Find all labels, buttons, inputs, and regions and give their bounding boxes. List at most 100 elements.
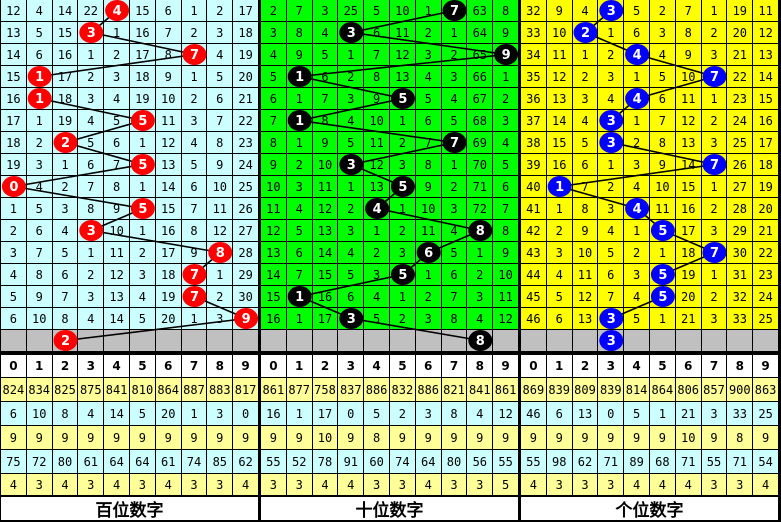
grid-cell: 3 bbox=[338, 220, 364, 241]
grid-cell: 3 bbox=[207, 22, 233, 43]
stat-cell: 3 bbox=[130, 474, 155, 495]
grid-cell: 5 bbox=[572, 132, 598, 153]
grid-cell: 43 bbox=[521, 242, 546, 263]
grid-cell: 4 bbox=[441, 220, 467, 241]
grid-cell: 11 bbox=[650, 198, 675, 219]
ball-digit: 3 bbox=[87, 224, 96, 239]
grid-cell: 19 bbox=[155, 286, 181, 307]
grid-cell: 6 bbox=[26, 44, 52, 65]
grid-cell: 8 bbox=[78, 198, 104, 219]
grid-cell: 14 bbox=[753, 66, 778, 87]
stat-cell: 861 bbox=[261, 378, 286, 401]
grid-cell: 27 bbox=[727, 176, 753, 197]
grid-cell: 1 bbox=[441, 154, 467, 175]
grid-cell: 11 bbox=[675, 88, 701, 109]
digit-header: 4 bbox=[624, 355, 649, 377]
grid-cell: 4 bbox=[624, 176, 649, 197]
ball-digit: 3 bbox=[87, 26, 96, 41]
forecast-cell bbox=[155, 330, 181, 351]
grid-cell: 1 bbox=[572, 44, 598, 65]
digit-header: 1 bbox=[286, 355, 312, 377]
grid-cell: 21 bbox=[233, 88, 258, 109]
grid-cell: 12 bbox=[312, 198, 338, 219]
grid-cell: 1 bbox=[701, 0, 727, 21]
ball-digit: 3 bbox=[607, 114, 616, 129]
grid-cell: 16 bbox=[753, 110, 778, 131]
stat-cell: 91 bbox=[338, 450, 364, 473]
stat-cell: 817 bbox=[233, 378, 258, 401]
digit-header: 3 bbox=[338, 355, 364, 377]
stat-cell: 900 bbox=[727, 378, 753, 401]
grid-cell: 6 bbox=[312, 66, 338, 87]
trend-line bbox=[351, 31, 507, 56]
grid-cell: 3 bbox=[701, 132, 727, 153]
forecast-cell bbox=[753, 330, 778, 351]
grid-cell: 9 bbox=[572, 220, 598, 241]
grid-cell: 1 bbox=[650, 242, 675, 263]
stat-cell: 3 bbox=[598, 474, 624, 495]
grid-cell: 1 bbox=[181, 0, 207, 21]
ball-digit: 7 bbox=[710, 158, 719, 173]
draw-ball: 5 bbox=[650, 220, 675, 241]
grid-cell: 1 bbox=[441, 22, 467, 43]
ball-shape bbox=[287, 66, 312, 87]
grid-cell: 10 bbox=[26, 308, 52, 329]
ball-shape bbox=[468, 220, 493, 241]
grid-cell: 1 bbox=[390, 286, 415, 307]
grid-cell: 17 bbox=[130, 44, 155, 65]
digit-header: 9 bbox=[233, 355, 258, 377]
stat-cell: 12 bbox=[493, 402, 518, 425]
grid-cell: 3 bbox=[415, 308, 441, 329]
stat-cell: 3 bbox=[207, 402, 233, 425]
ball-shape bbox=[287, 286, 312, 307]
digit-header: 8 bbox=[207, 355, 233, 377]
ball-digit: 8 bbox=[476, 224, 485, 239]
grid-cell: 1 bbox=[338, 176, 364, 197]
grid-cell: 7 bbox=[207, 110, 233, 131]
trend-line bbox=[91, 229, 221, 254]
digit-header: 5 bbox=[130, 355, 155, 377]
forecast-cell bbox=[233, 330, 258, 351]
grid-cell: 12 bbox=[364, 154, 389, 175]
grid-cell: 4 bbox=[598, 88, 624, 109]
stat-cell: 1 bbox=[286, 402, 312, 425]
grid-cell: 3 bbox=[701, 220, 727, 241]
digit-header: 4 bbox=[104, 355, 129, 377]
grid-cell: 9 bbox=[650, 154, 675, 175]
digit-header: 7 bbox=[441, 355, 467, 377]
grid-cell: 3 bbox=[26, 154, 52, 175]
stat-cell: 9 bbox=[546, 426, 572, 449]
draw-ball: 9 bbox=[494, 44, 519, 65]
grid-cell: 3 bbox=[650, 22, 675, 43]
grid-cell: 7 bbox=[364, 44, 389, 65]
stat-cell: 841 bbox=[104, 378, 129, 401]
grid-cell: 3 bbox=[181, 110, 207, 131]
ball-shape bbox=[130, 154, 155, 175]
grid-cell: 2 bbox=[390, 308, 415, 329]
forecast-ball: 8 bbox=[468, 330, 493, 351]
grid-cell: 4 bbox=[364, 286, 389, 307]
trend-line bbox=[13, 185, 144, 210]
grid-cell: 1 bbox=[207, 264, 233, 285]
grid-cell: 19 bbox=[753, 176, 778, 197]
grid-cell: 13 bbox=[753, 44, 778, 65]
grid-cell: 23 bbox=[233, 132, 258, 153]
ball-shape bbox=[547, 176, 572, 197]
stat-cell: 886 bbox=[415, 378, 441, 401]
grid-cell: 64 bbox=[467, 22, 493, 43]
grid-cell: 18 bbox=[1, 132, 26, 153]
grid-cell: 10 bbox=[390, 0, 415, 21]
ball-digit: 1 bbox=[295, 114, 304, 129]
grid-cell: 21 bbox=[753, 220, 778, 241]
stat-cell: 75 bbox=[1, 450, 26, 473]
grid-cell: 12 bbox=[753, 22, 778, 43]
ball-digit: 7 bbox=[450, 4, 459, 19]
stat-cell: 55 bbox=[261, 450, 286, 473]
stat-cell: 886 bbox=[364, 378, 389, 401]
ball-digit: 3 bbox=[607, 4, 616, 19]
grid-cell: 3 bbox=[572, 88, 598, 109]
grid-cell: 7 bbox=[650, 110, 675, 131]
digit-header: 4 bbox=[364, 355, 389, 377]
stat-cell: 758 bbox=[312, 378, 338, 401]
forecast-cell bbox=[390, 330, 415, 351]
